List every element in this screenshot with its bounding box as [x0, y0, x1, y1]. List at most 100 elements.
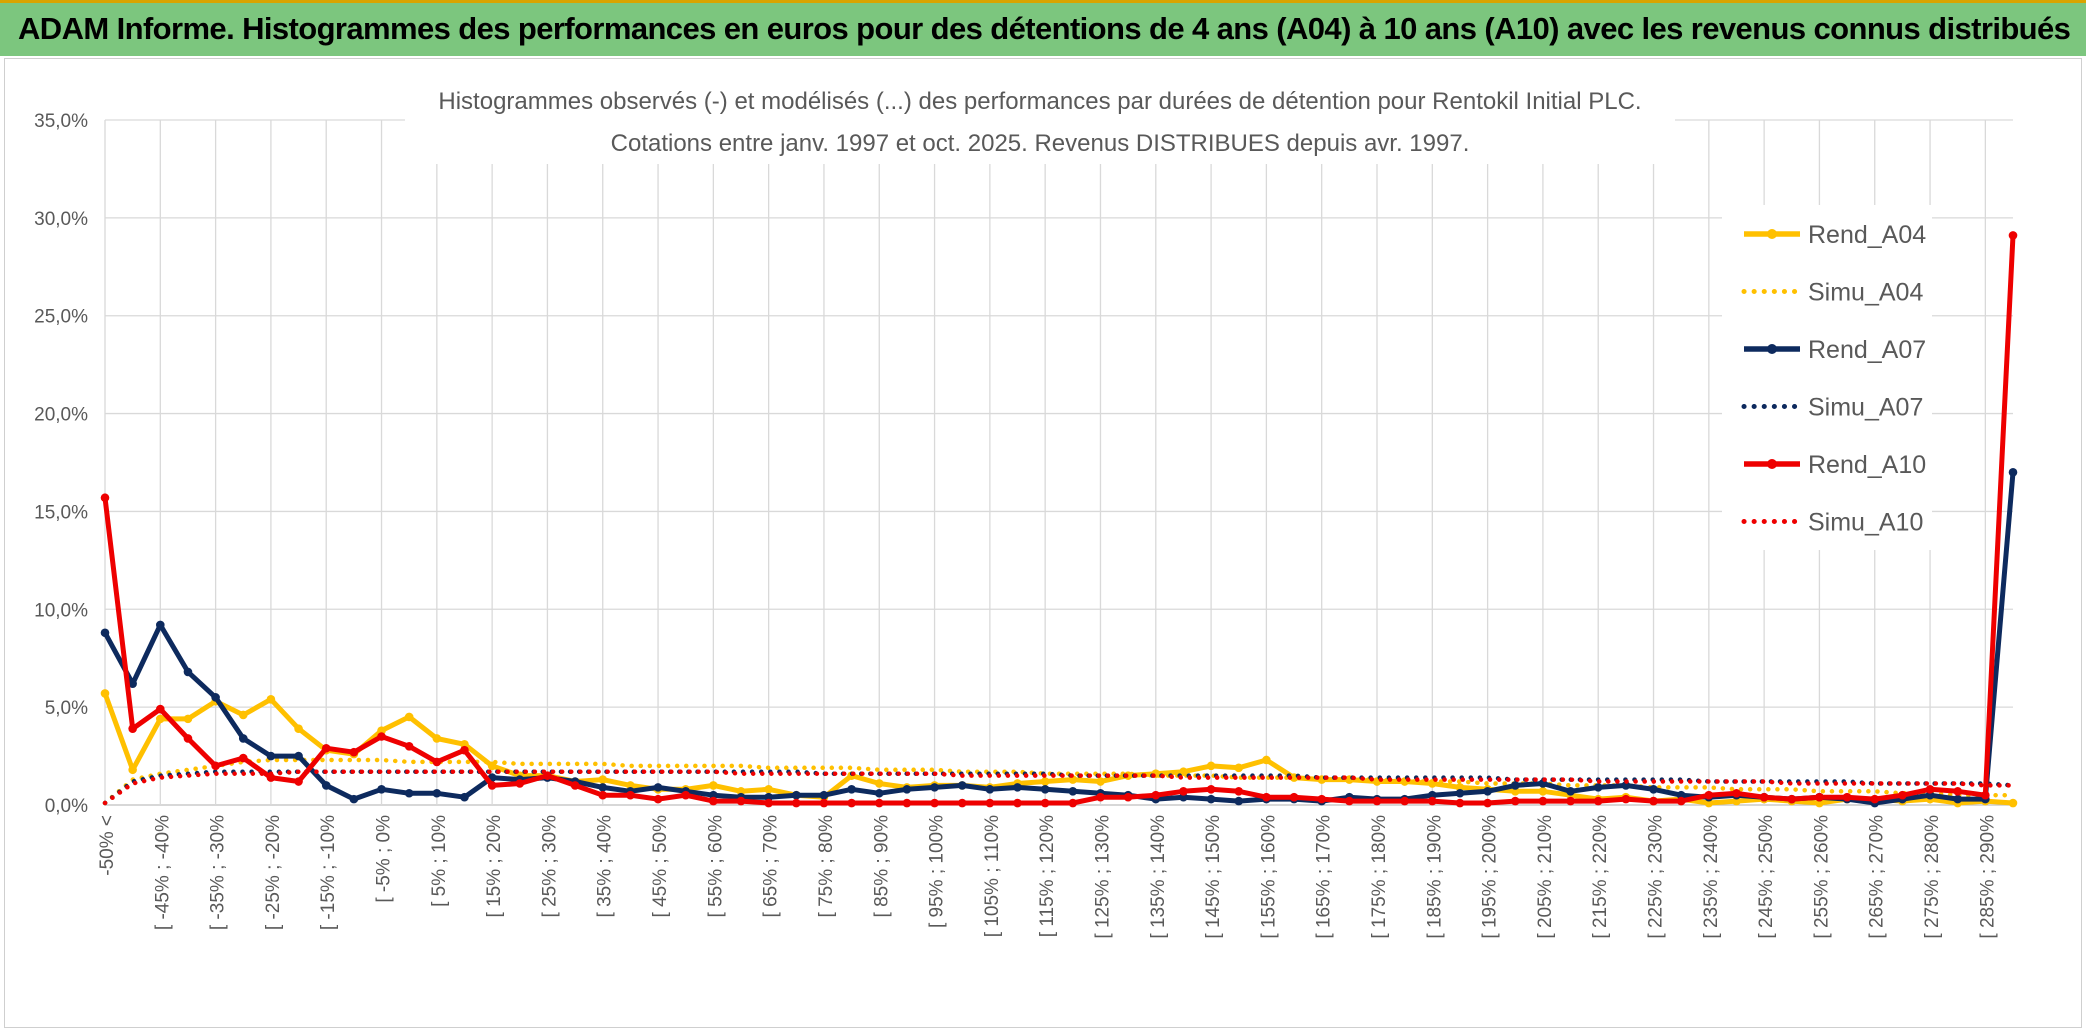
point-Rend_A07 — [598, 783, 608, 792]
point-Rend_A07 — [321, 781, 331, 790]
point-Rend_A07 — [238, 734, 248, 743]
point-Rend_A10 — [1787, 794, 1797, 804]
x-tick-label: -50% < — [97, 815, 118, 876]
point-Rend_A07 — [128, 679, 137, 688]
x-tick-label: [ 235% ; 240% — [1701, 815, 1722, 939]
point-Rend_A10 — [266, 773, 276, 782]
chart-frame — [4, 58, 2082, 1028]
point-Rend_A07 — [1234, 796, 1244, 806]
point-Rend_A10 — [100, 493, 110, 503]
point-Rend_A04 — [1096, 777, 1105, 786]
point-Rend_A10 — [432, 757, 442, 767]
x-tick-label: [ 215% ; 220% — [1590, 815, 1611, 939]
point-Rend_A10 — [238, 753, 248, 763]
point-Rend_A10 — [764, 798, 773, 808]
point-Rend_A10 — [1676, 796, 1686, 806]
x-tick-label: [ 195% ; 200% — [1480, 815, 1501, 939]
point-Rend_A07 — [1455, 788, 1465, 798]
point-Rend_A10 — [1704, 790, 1714, 800]
x-tick-label: [ 275% ; 280% — [1922, 815, 1943, 939]
legend-background — [1722, 205, 1932, 550]
point-Rend_A10 — [1842, 792, 1852, 802]
point-Rend_A10 — [1649, 796, 1658, 806]
point-Rend_A10 — [1566, 796, 1575, 806]
point-Rend_A04 — [404, 712, 414, 722]
point-Rend_A04 — [1538, 787, 1548, 796]
point-Rend_A10 — [1179, 787, 1188, 796]
point-Rend_A07 — [183, 667, 193, 677]
point-Rend_A07 — [902, 785, 912, 794]
y-tick-label: 25,0% — [34, 307, 88, 328]
legend-marker-Rend_A10 — [1767, 459, 1777, 469]
x-tick-label: [ 285% ; 290% — [1977, 815, 1998, 939]
point-Rend_A04 — [2008, 798, 2018, 808]
point-Rend_A10 — [515, 779, 525, 788]
y-tick-label: 35,0% — [34, 111, 88, 132]
x-tick-label: [ 255% ; 260% — [1811, 815, 1832, 939]
point-Rend_A07 — [1068, 787, 1078, 796]
point-Rend_A10 — [1206, 785, 1216, 794]
point-Rend_A07 — [819, 790, 829, 800]
x-tick-label: [ 185% ; 190% — [1424, 815, 1445, 939]
point-Rend_A10 — [930, 798, 939, 808]
x-tick-label: [ 15% ; 20% — [484, 815, 505, 918]
series-line-Rend_A04 — [102, 690, 2016, 806]
point-Rend_A07 — [156, 620, 165, 630]
point-Rend_A10 — [1123, 792, 1133, 802]
point-Rend_A10 — [1621, 794, 1631, 804]
point-Rend_A10 — [1151, 790, 1161, 800]
point-Rend_A10 — [985, 798, 995, 808]
point-Rend_A10 — [1372, 796, 1382, 806]
point-Rend_A07 — [1649, 785, 1658, 794]
y-tick-label: 20,0% — [34, 405, 88, 426]
point-Rend_A10 — [902, 798, 912, 808]
point-Rend_A10 — [1345, 796, 1354, 806]
x-tick-label: [ 245% ; 250% — [1756, 815, 1777, 939]
x-tick-label: [ -25% ; -20% — [263, 815, 284, 930]
point-Rend_A07 — [1040, 785, 1050, 794]
point-Rend_A10 — [487, 781, 497, 790]
point-Rend_A10 — [404, 741, 414, 751]
point-Rend_A07 — [1013, 783, 1022, 792]
point-Rend_A04 — [100, 689, 110, 698]
report-title: ADAM Informe. Histogrammes des performan… — [18, 11, 2071, 46]
point-Rend_A04 — [1262, 755, 1271, 765]
legend-marker-Rend_A07 — [1767, 344, 1777, 354]
point-Rend_A10 — [709, 796, 718, 806]
point-Rend_A10 — [736, 796, 746, 806]
point-Rend_A07 — [294, 751, 303, 761]
point-Rend_A10 — [349, 747, 359, 757]
y-tick-label: 15,0% — [34, 502, 88, 523]
x-tick-label: [ -15% ; -10% — [318, 815, 339, 930]
point-Rend_A04 — [1234, 763, 1244, 773]
point-Rend_A10 — [294, 777, 303, 786]
point-Rend_A10 — [1400, 796, 1409, 806]
point-Rend_A10 — [874, 798, 884, 808]
x-tick-label: [ 225% ; 230% — [1646, 815, 1667, 939]
series-line-Simu_A04 — [102, 757, 2016, 806]
point-Rend_A10 — [1096, 792, 1105, 802]
point-Rend_A10 — [1510, 796, 1520, 806]
point-Rend_A07 — [792, 790, 801, 800]
x-tick-label: [ 55% ; 60% — [705, 815, 726, 918]
series-lines — [100, 231, 2018, 808]
x-tick-label: [ 65% ; 70% — [761, 815, 782, 918]
point-Rend_A10 — [1981, 790, 1990, 800]
x-tick-label: [ 45% ; 50% — [650, 815, 671, 918]
point-Rend_A10 — [1262, 792, 1271, 802]
x-tick-label: [ 175% ; 180% — [1369, 815, 1390, 939]
point-Rend_A04 — [156, 714, 165, 724]
point-Rend_A04 — [1206, 761, 1216, 771]
point-Rend_A07 — [957, 781, 967, 790]
x-tick-label: [ 95% ; 100% — [927, 815, 948, 928]
point-Rend_A10 — [128, 724, 137, 733]
x-tick-label: [ 35% ; 40% — [595, 815, 616, 918]
point-Rend_A07 — [211, 693, 220, 702]
point-Rend_A10 — [681, 790, 690, 800]
point-Rend_A07 — [432, 788, 442, 798]
x-tick-label: [ 25% ; 30% — [539, 815, 560, 918]
legend-label-Rend_A10: Rend_A10 — [1808, 451, 1926, 479]
point-Rend_A10 — [1040, 798, 1050, 808]
report-header: ADAM Informe. Histogrammes des performan… — [0, 0, 2086, 56]
x-tick-label: [ 205% ; 210% — [1535, 815, 1556, 939]
